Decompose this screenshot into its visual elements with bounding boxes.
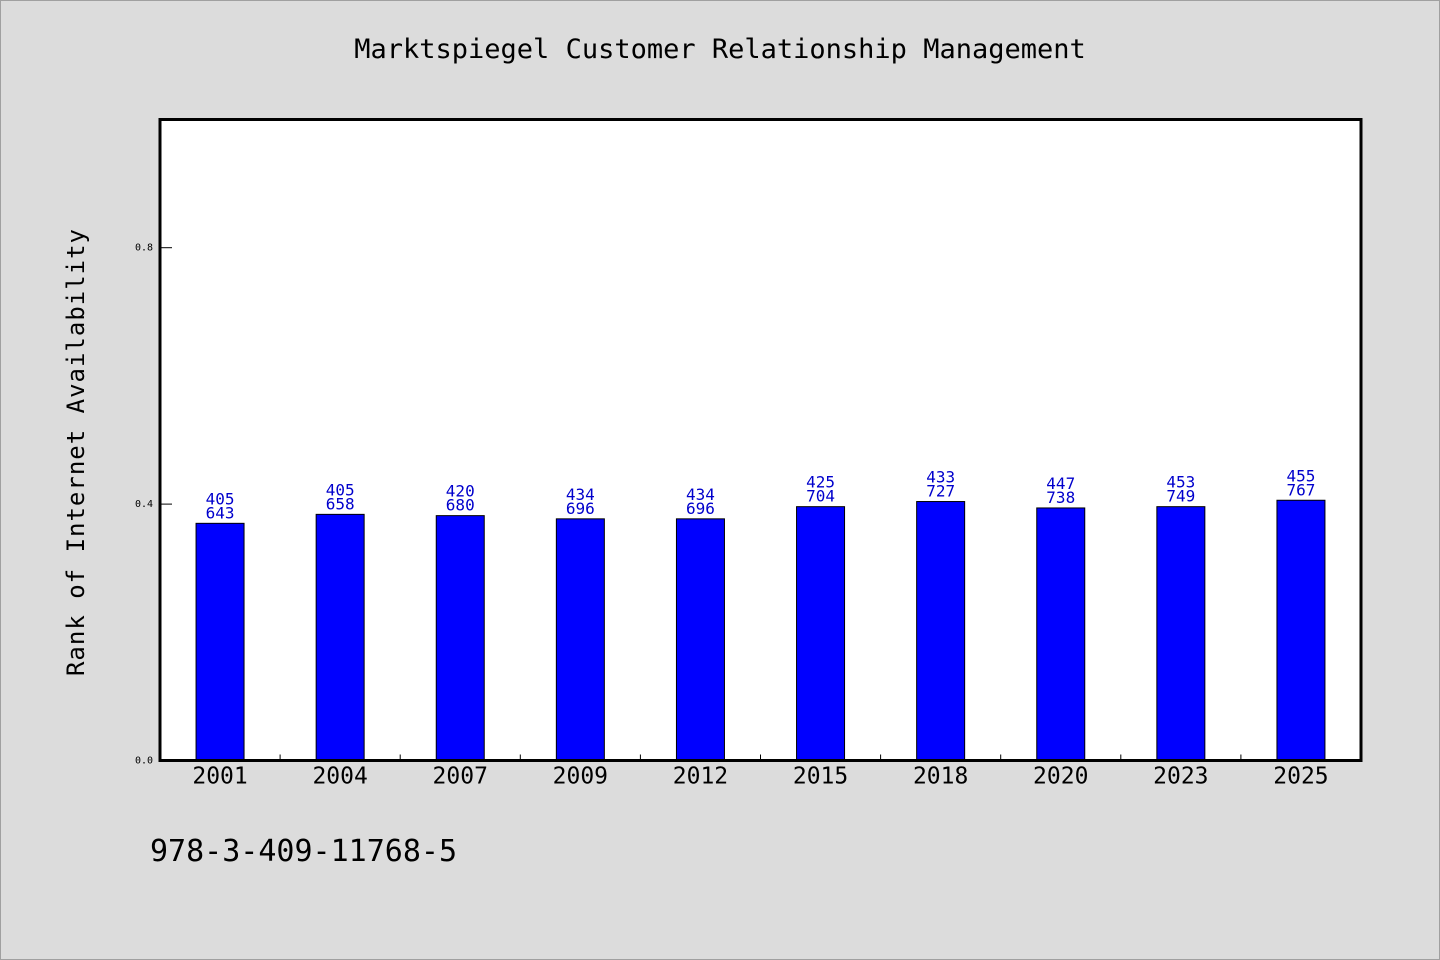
bar-2012 bbox=[675, 518, 725, 762]
data-label-bottom-2012: 696 bbox=[686, 499, 715, 518]
data-label-bottom-2020: 738 bbox=[1046, 488, 1075, 507]
plot-border bbox=[158, 118, 1363, 762]
data-label-bottom-2025: 767 bbox=[1286, 480, 1315, 499]
data-label-top-2020: 447 bbox=[1046, 474, 1075, 493]
bar-2009 bbox=[555, 518, 605, 762]
y-tick-label: 0.4 bbox=[135, 499, 153, 510]
data-label-bottom-2009: 696 bbox=[566, 499, 595, 518]
data-label-top-2023: 453 bbox=[1166, 473, 1195, 492]
data-label-top-2025: 455 bbox=[1286, 466, 1315, 485]
data-label-top-2001: 405 bbox=[206, 489, 235, 508]
data-label-bottom-2023: 749 bbox=[1166, 487, 1195, 506]
data-label-top-2007: 420 bbox=[446, 482, 475, 501]
isbn-label: 978-3-409-11768-5 bbox=[150, 834, 458, 869]
bar-2020 bbox=[1036, 507, 1086, 762]
data-label-top-2015: 425 bbox=[806, 473, 835, 492]
bar-2015 bbox=[796, 506, 846, 761]
x-tick-label-2004: 2004 bbox=[312, 764, 367, 790]
y-tick-label: 0.8 bbox=[135, 243, 153, 254]
data-label-top-2018: 433 bbox=[926, 468, 955, 487]
data-label-bottom-2015: 704 bbox=[806, 487, 835, 506]
chart-title: Marktspiegel Customer Relationship Manag… bbox=[354, 34, 1086, 65]
x-tick-label-2025: 2025 bbox=[1273, 764, 1328, 790]
data-label-bottom-2018: 727 bbox=[926, 482, 955, 501]
x-tick-label-2012: 2012 bbox=[673, 764, 728, 790]
data-label-bottom-2001: 643 bbox=[206, 503, 235, 522]
data-label-top-2012: 434 bbox=[686, 485, 715, 504]
bar-2007 bbox=[435, 515, 485, 761]
x-tick-label-2015: 2015 bbox=[793, 764, 848, 790]
data-label-top-2004: 405 bbox=[326, 480, 355, 499]
x-tick-label-2023: 2023 bbox=[1153, 764, 1208, 790]
y-tick-label: 0.0 bbox=[135, 756, 153, 767]
x-tick-label-2007: 2007 bbox=[433, 764, 488, 790]
x-tick-label-2001: 2001 bbox=[192, 764, 247, 790]
bar-2023 bbox=[1156, 506, 1206, 761]
x-tick-label-2018: 2018 bbox=[913, 764, 968, 790]
x-tick-label-2020: 2020 bbox=[1033, 764, 1088, 790]
bar-2018 bbox=[916, 501, 966, 761]
data-label-top-2009: 434 bbox=[566, 485, 595, 504]
data-label-bottom-2004: 658 bbox=[326, 494, 355, 513]
bar-2001 bbox=[195, 522, 245, 762]
bar-2025 bbox=[1276, 499, 1326, 761]
data-label-bottom-2007: 680 bbox=[446, 496, 475, 515]
x-tick-label-2009: 2009 bbox=[553, 764, 608, 790]
bar-2004 bbox=[315, 513, 365, 762]
